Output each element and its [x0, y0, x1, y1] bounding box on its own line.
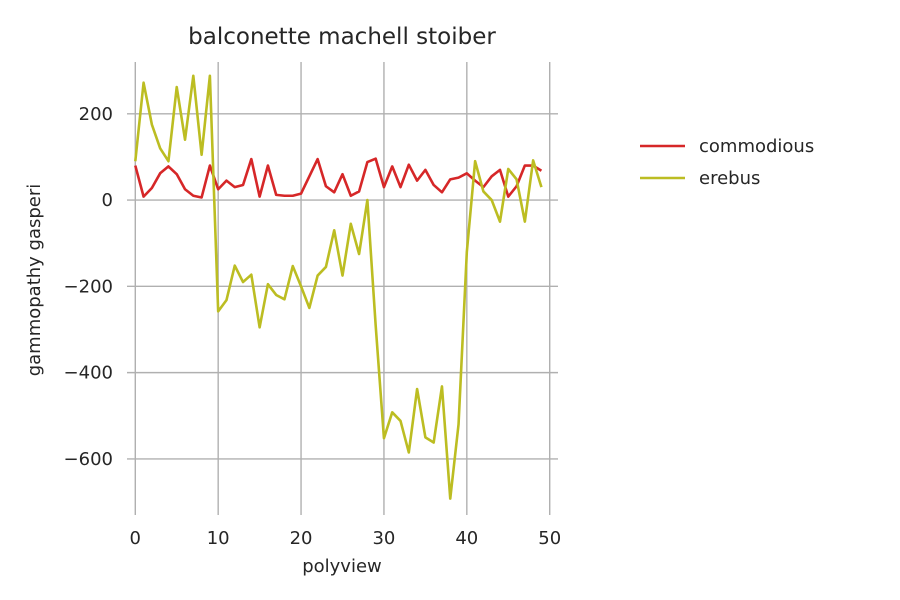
x-tick-label: 40 — [455, 528, 478, 549]
y-tick-label: 200 — [79, 104, 113, 125]
x-tick-label: 10 — [207, 528, 230, 549]
y-axis-label: gammopathy gasperi — [24, 184, 45, 377]
y-tick-label: 0 — [102, 190, 113, 211]
legend-label: commodious — [699, 136, 814, 157]
y-tick-label: −200 — [64, 276, 113, 297]
x-axis-label: polyview — [302, 556, 382, 577]
y-axis-ticks: 200 0 −200 −400 −600 — [64, 104, 113, 470]
x-tick-label: 50 — [538, 528, 561, 549]
y-tick-label: −600 — [64, 449, 113, 470]
x-axis-ticks: 0 10 20 30 40 50 — [130, 528, 562, 549]
grid-lines — [127, 62, 558, 515]
y-tick-label: −400 — [64, 363, 113, 384]
x-tick-label: 30 — [372, 528, 395, 549]
series-line-erebus — [133, 74, 543, 500]
x-tick-label: 20 — [290, 528, 313, 549]
series-layer — [133, 74, 543, 500]
x-tick-label: 0 — [130, 528, 141, 549]
chart-title: balconette machell stoiber — [188, 24, 496, 50]
legend-label: erebus — [699, 168, 760, 189]
legend: commodious erebus — [640, 136, 814, 189]
